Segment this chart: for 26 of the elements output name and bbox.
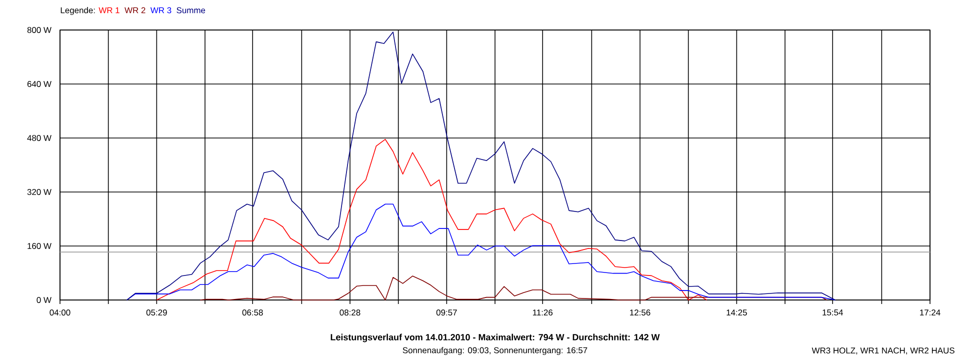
text: Leistungsverlauf vom 14.01.2010 - Maximalwert: 794 W - Durchschnitt: 142 W <box>330 334 660 342</box>
legend-title: Legende: <box>60 7 95 15</box>
x-tick-label: 05:29 <box>146 310 167 316</box>
x-tick-label: 12:56 <box>630 310 650 316</box>
y-tick-label: 800 W <box>27 27 52 33</box>
text: Sonnenaufgang: 09:03, Sonnenuntergang: 16:57 <box>402 347 588 355</box>
y-tick-label: 320 W <box>27 189 52 195</box>
y-tick-label: 640 W <box>27 81 52 87</box>
x-tick-label: 11:26 <box>532 310 553 316</box>
y-tick-label: 160 W <box>28 243 52 249</box>
x-tick-label: 06:58 <box>242 310 263 316</box>
x-tick-label: 14:25 <box>726 310 747 316</box>
x-tick-label: 09:57 <box>436 310 457 316</box>
y-tick-label: 480 W <box>27 135 52 141</box>
text: WR 2 <box>124 7 146 14</box>
x-tick-label: 17:24 <box>920 310 940 316</box>
x-tick-label: 15:54 <box>822 310 843 316</box>
text: WR 1 <box>98 7 120 14</box>
text: Summe <box>176 7 206 14</box>
text: WR3 HOLZ, WR1 NACH, WR2 HAUS <box>812 348 954 354</box>
y-tick-label: 0 W <box>36 297 52 303</box>
text: WR 3 <box>150 7 172 14</box>
line-series <box>156 138 708 300</box>
line-series <box>126 32 836 300</box>
x-tick-label: 04:00 <box>50 310 70 316</box>
x-tick-label: 08:28 <box>340 310 360 316</box>
